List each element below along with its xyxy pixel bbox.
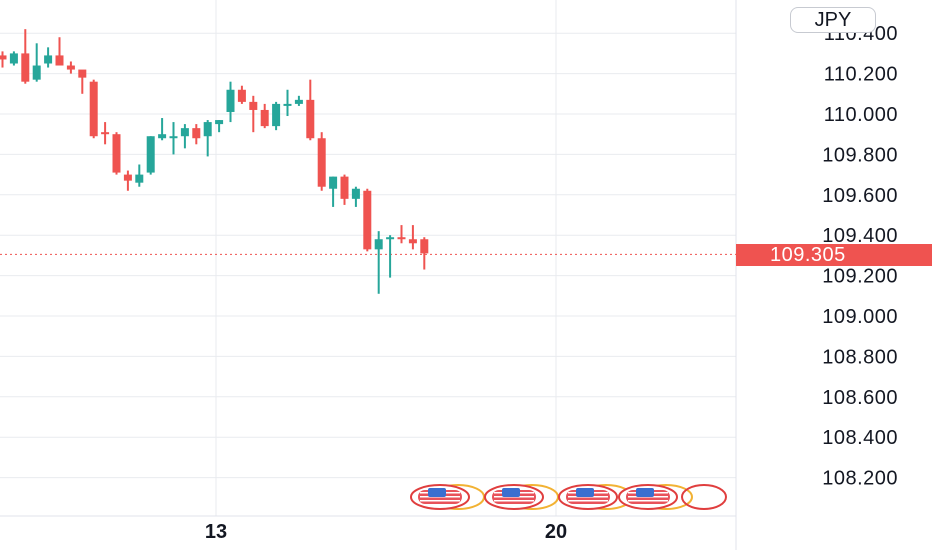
- us-flag-stripe: [494, 500, 534, 502]
- candle-body: [237, 89, 246, 102]
- price-tick-label: 110.000: [824, 104, 898, 126]
- us-flag-icon: [492, 488, 536, 504]
- currency-badge[interactable]: JPY: [790, 7, 876, 33]
- time-tick-label: 13: [205, 521, 227, 543]
- current-price-value: 109.305: [770, 244, 846, 266]
- candles: [0, 29, 429, 294]
- candle-body: [158, 134, 167, 139]
- candle-body: [135, 174, 144, 183]
- price-tick-label: 109.400: [822, 225, 898, 247]
- time-tick-label: 20: [545, 521, 567, 543]
- candle-body: [203, 122, 212, 137]
- economic-events: [410, 484, 727, 510]
- candle-body: [123, 174, 132, 181]
- candle-body: [192, 128, 201, 139]
- event-marker-ring: [681, 484, 727, 510]
- candle-body: [55, 55, 64, 66]
- candle-body: [386, 237, 395, 240]
- us-flag-stripe: [568, 500, 608, 502]
- us-flag-canton: [502, 488, 520, 497]
- price-tick-label: 108.200: [822, 468, 898, 490]
- candle-body: [180, 128, 189, 137]
- candle-body: [294, 99, 303, 104]
- candle-body: [249, 101, 258, 110]
- candle-body: [340, 176, 349, 199]
- candle-body: [283, 103, 292, 106]
- candle-body: [272, 103, 281, 127]
- candle-body: [215, 120, 224, 125]
- candle-body: [351, 188, 360, 199]
- candle-body: [317, 138, 326, 187]
- candle-body: [32, 65, 41, 80]
- candle-body: [363, 190, 372, 250]
- candle-body: [78, 69, 87, 78]
- us-flag-canton: [428, 488, 446, 497]
- event-marker[interactable]: [410, 484, 485, 510]
- candle-body: [9, 53, 18, 64]
- event-marker[interactable]: [558, 484, 633, 510]
- price-tick-label: 109.800: [822, 144, 898, 166]
- current-price-label: 109.305: [736, 244, 932, 266]
- us-flag-icon: [566, 488, 610, 504]
- candle-body: [66, 65, 75, 70]
- us-flag-stripe: [420, 500, 460, 502]
- price-tick-label: 109.200: [822, 266, 898, 288]
- candle-body: [112, 134, 121, 173]
- us-flag-icon: [626, 488, 670, 504]
- candle-body: [0, 55, 7, 60]
- price-tick-label: 109.600: [822, 185, 898, 207]
- price-tick-label: 108.800: [822, 346, 898, 368]
- us-flag-stripe: [628, 500, 668, 502]
- candle-body: [306, 99, 315, 139]
- candle-body: [101, 132, 110, 135]
- us-flag-canton: [636, 488, 654, 497]
- price-tick-label: 108.400: [822, 427, 898, 449]
- candle-body: [89, 81, 98, 137]
- price-tick-label: 109.000: [822, 306, 898, 328]
- candle-body: [146, 136, 155, 173]
- candle-body: [374, 239, 383, 250]
- price-tick-label: 108.600: [822, 387, 898, 409]
- candle-body: [408, 239, 417, 244]
- price-axis-labels: 110.400110.200110.000109.800109.600109.4…: [822, 23, 898, 490]
- event-marker[interactable]: [618, 484, 727, 510]
- candle-body: [420, 239, 429, 254]
- us-flag-canton: [576, 488, 594, 497]
- candle-body: [260, 109, 269, 127]
- candle-body: [397, 237, 406, 240]
- event-marker[interactable]: [484, 484, 559, 510]
- candle-body: [329, 176, 338, 189]
- candle-body: [169, 136, 178, 139]
- candle-body: [21, 53, 30, 82]
- time-axis-labels: 13 20: [205, 521, 567, 543]
- us-flag-icon: [418, 488, 462, 504]
- candle-body: [44, 55, 53, 64]
- price-tick-label: 110.200: [824, 64, 898, 86]
- grid-lines: [0, 0, 736, 516]
- candle-body: [226, 89, 235, 112]
